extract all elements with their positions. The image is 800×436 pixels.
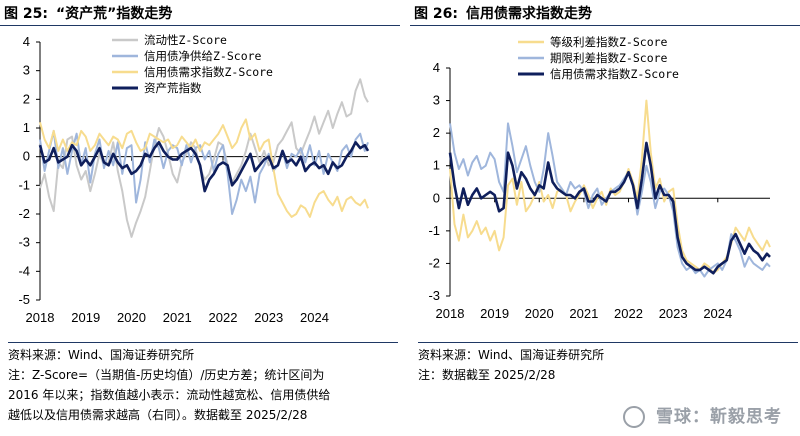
x-tick-label: 2024: [300, 310, 329, 325]
x-tick-label: 2024: [703, 306, 732, 321]
x-tick-label: 2019: [480, 306, 509, 321]
legend-label: 等级利差指数Z-Score: [550, 35, 668, 49]
x-tick-label: 2020: [525, 306, 554, 321]
left-title-bar: 图 25: “资产荒”指数走势: [0, 0, 400, 26]
y-tick-label: 1: [23, 120, 30, 135]
watermark-logo-icon: [623, 406, 646, 428]
y-tick-label: 0: [433, 190, 440, 205]
right-figure-number: 图 26:: [414, 5, 458, 22]
watermark: 雪球：靳毅思考: [623, 402, 782, 428]
y-tick-label: -1: [428, 223, 440, 238]
series-line: [39, 129, 369, 215]
y-tick-label: 2: [433, 125, 440, 140]
y-tick-label: 3: [433, 93, 440, 108]
series-line: [39, 118, 369, 218]
legend-label: 信用债需求指数Z-Score: [550, 67, 679, 81]
series-line: [38, 141, 370, 193]
legend-label: 流动性Z-Score: [144, 33, 227, 47]
legend-label: 信用债需求指数Z-Score: [144, 65, 273, 79]
left-figure-number: 图 25:: [4, 5, 48, 22]
y-tick-label: 3: [23, 63, 30, 78]
x-tick-label: 2023: [659, 306, 688, 321]
series-line: [449, 99, 771, 275]
right-notes: 资料来源：Wind、国海证券研究所 注：数据截至 2025/2/28: [418, 342, 798, 385]
left-panel: 图 25: “资产荒”指数走势 -5 -4 -3 -2 -1 0 1 2 3 4 2018 2019 2…: [0, 0, 400, 325]
legend-label: 资产荒指数: [144, 81, 202, 95]
series-line: [448, 141, 771, 275]
right-panel: 图 26: 信用债需求指数走势 -3 -2 -1 0 1 2 3 4 2018 2019 2020 2…: [410, 0, 800, 321]
y-tick-label: -2: [18, 206, 30, 221]
left-chart: -5 -4 -3 -2 -1 0 1 2 3 4 2018 2019 2020 2021 2022 2023 2…: [18, 33, 370, 325]
x-tick-label: 2022: [614, 306, 643, 321]
right-note-line: 资料来源：Wind、国海证券研究所: [418, 348, 605, 362]
x-tick-label: 2021: [163, 310, 192, 325]
left-notes: 资料来源：Wind、国海证券研究所 注：Z-Score=（当期值-历史均值）/历…: [8, 342, 398, 425]
watermark-text: 雪球：靳毅思考: [656, 407, 782, 427]
x-tick-label: 2018: [436, 306, 465, 321]
series-line: [39, 78, 369, 238]
y-tick-label: 0: [23, 149, 30, 164]
right-note-line: 注：数据截至 2025/2/28: [418, 368, 556, 382]
x-tick-label: 2023: [254, 310, 283, 325]
left-note-line: 2016 年以来；指数值越小表示：流动性越宽松、信用债供给: [8, 388, 331, 402]
left-figure-title: “资产荒”指数走势: [55, 5, 173, 22]
y-tick-label: -1: [18, 177, 30, 192]
right-figure-title: 信用债需求指数走势: [465, 5, 592, 22]
legend-label: 期限利差指数Z-Score: [550, 51, 668, 65]
x-tick-label: 2021: [569, 306, 598, 321]
y-tick-label: -2: [428, 255, 440, 270]
y-tick-label: -4: [18, 263, 30, 278]
x-tick-label: 2020: [117, 310, 146, 325]
left-note-line: 注：Z-Score=（当期值-历史均值）/历史方差；统计区间为: [8, 368, 325, 382]
y-tick-label: 4: [23, 34, 30, 49]
y-tick-label: -3: [428, 288, 440, 303]
series-line: [449, 122, 771, 278]
y-tick-label: -3: [18, 235, 30, 250]
y-tick-label: -5: [18, 292, 30, 307]
legend-label: 信用债净供给Z-Score: [144, 49, 262, 63]
right-title-bar: 图 26: 信用债需求指数走势: [410, 0, 800, 26]
left-note-line: 越低以及信用债需求越高（右同）。数据截至 2025/2/28: [8, 408, 308, 422]
right-chart: -3 -2 -1 0 1 2 3 4 2018 2019 2020 2021 2022 2023 2024 等…: [428, 35, 771, 321]
x-tick-label: 2019: [71, 310, 100, 325]
x-tick-label: 2022: [209, 310, 238, 325]
y-tick-label: 4: [433, 60, 440, 75]
y-tick-label: 1: [433, 158, 440, 173]
y-tick-label: 2: [23, 91, 30, 106]
left-note-line: 资料来源：Wind、国海证券研究所: [8, 348, 195, 362]
x-tick-label: 2018: [26, 310, 55, 325]
